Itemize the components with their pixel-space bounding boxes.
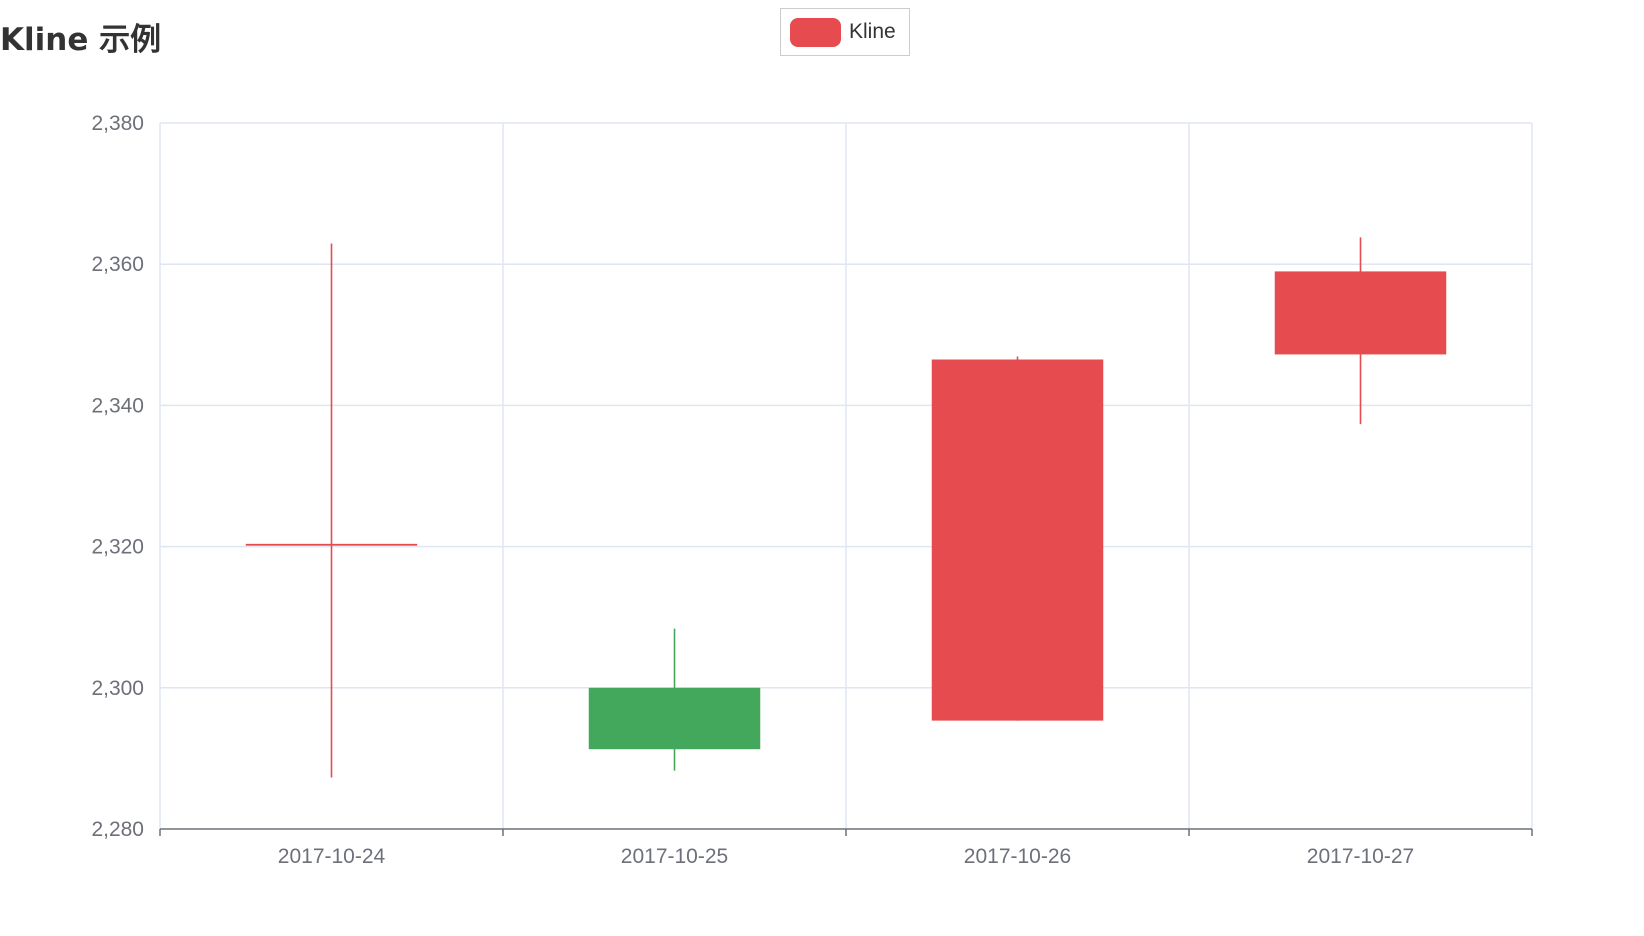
x-tick-label: 2017-10-24 bbox=[278, 845, 386, 868]
grid-lines bbox=[159, 122, 1533, 829]
x-tick-label: 2017-10-25 bbox=[621, 845, 728, 868]
legend[interactable]: Kline bbox=[780, 8, 910, 56]
candle-body bbox=[245, 543, 418, 546]
axes bbox=[159, 828, 1533, 836]
candle bbox=[1274, 237, 1447, 425]
candles bbox=[245, 237, 1447, 778]
y-tick-label: 2,300 bbox=[91, 677, 144, 700]
candle bbox=[931, 356, 1104, 721]
y-tick-label: 2,380 bbox=[91, 112, 144, 135]
x-tick-label: 2017-10-26 bbox=[964, 845, 1071, 868]
x-tick-label: 2017-10-27 bbox=[1307, 845, 1414, 868]
candle-body bbox=[1274, 271, 1447, 355]
y-tick-label: 2,280 bbox=[91, 818, 144, 841]
legend-swatch-icon bbox=[790, 17, 841, 47]
tick-labels: 2,280 2,300 2,320 2,340 2,360 2,380 2017-10-24… bbox=[91, 112, 1414, 868]
candle bbox=[588, 628, 761, 771]
legend-label: Kline bbox=[849, 20, 896, 43]
y-tick-label: 2,320 bbox=[91, 536, 144, 559]
candle-body bbox=[931, 359, 1104, 721]
candle-body bbox=[588, 687, 761, 750]
y-tick-label: 2,340 bbox=[91, 394, 144, 417]
y-tick-label: 2,360 bbox=[91, 253, 144, 276]
chart-title: Kline 示例 bbox=[0, 22, 162, 58]
candle bbox=[245, 243, 418, 778]
